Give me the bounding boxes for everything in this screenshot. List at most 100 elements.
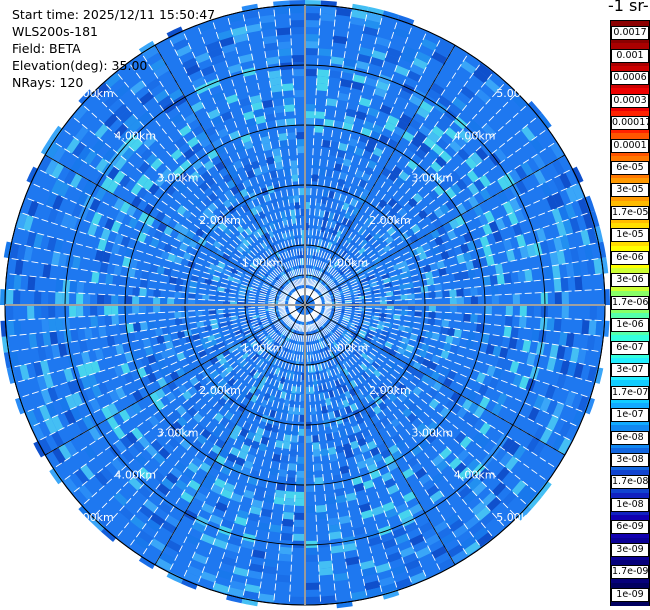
data-cell <box>171 338 181 348</box>
ray-gap <box>305 5 322 296</box>
data-cell <box>273 6 290 15</box>
data-cell <box>258 128 269 138</box>
data-cell <box>221 361 231 370</box>
data-cell <box>167 297 175 305</box>
data-cell <box>332 474 343 483</box>
data-cell <box>436 225 447 236</box>
data-cell <box>243 140 254 150</box>
data-cell <box>558 420 572 438</box>
data-cell <box>446 369 457 381</box>
data-cell <box>551 434 566 451</box>
ray-gap <box>305 6 337 296</box>
data-cell <box>330 56 345 65</box>
data-cell <box>356 365 365 375</box>
data-cell <box>119 201 131 214</box>
data-cell <box>217 203 227 213</box>
data-cell <box>188 286 197 294</box>
data-cell <box>384 507 399 519</box>
data-cell <box>115 343 125 356</box>
data-cell <box>305 554 319 562</box>
data-cell <box>122 342 132 354</box>
data-cell <box>227 587 245 598</box>
colorbar-tick-label: 3e-06 <box>611 273 649 288</box>
data-cell <box>478 256 488 268</box>
ray-gap <box>314 288 605 305</box>
data-cell <box>492 367 503 380</box>
data-cell <box>209 309 217 315</box>
data-cell <box>218 378 228 388</box>
data-cell <box>383 121 397 133</box>
ray-gap <box>182 30 302 297</box>
data-cell <box>321 340 327 348</box>
data-cell <box>174 136 187 149</box>
data-cell <box>195 130 208 143</box>
data-cell <box>201 232 211 242</box>
data-cell <box>291 55 305 63</box>
data-cell <box>320 595 337 604</box>
data-cell <box>78 339 88 353</box>
data-cell <box>265 294 274 299</box>
data-cell <box>141 270 150 281</box>
data-cell <box>450 391 461 403</box>
data-cell <box>33 361 44 377</box>
data-cell <box>174 318 183 326</box>
data-cell <box>323 331 329 339</box>
data-cell <box>509 197 521 212</box>
data-cell <box>280 532 293 541</box>
data-cell <box>512 293 520 305</box>
data-cell <box>319 261 325 269</box>
data-cell <box>417 209 428 220</box>
data-cell <box>511 93 528 110</box>
data-cell <box>276 287 284 292</box>
data-cell <box>138 466 152 481</box>
data-cell <box>367 274 375 281</box>
data-cell <box>289 449 298 457</box>
data-cell <box>405 321 414 328</box>
data-cell <box>337 298 345 302</box>
data-cell <box>380 448 392 460</box>
data-cell <box>386 291 394 297</box>
data-cell <box>448 140 462 153</box>
data-cell <box>200 571 217 583</box>
data-cell <box>87 222 98 237</box>
data-cell <box>13 319 22 336</box>
ray-gap <box>226 314 303 595</box>
data-cell <box>539 428 553 444</box>
data-cell <box>576 348 587 365</box>
data-cell <box>433 347 443 357</box>
data-cell <box>178 124 192 137</box>
data-cell <box>382 244 392 253</box>
data-cell <box>386 551 403 563</box>
data-cell <box>217 525 233 537</box>
data-cell <box>274 367 281 375</box>
data-cell <box>220 465 232 476</box>
data-cell <box>71 203 83 218</box>
data-cell <box>311 174 319 182</box>
data-cell <box>325 433 334 442</box>
data-cell <box>182 57 198 70</box>
data-cell <box>372 123 384 135</box>
data-cell <box>278 284 285 290</box>
data-cell <box>322 323 329 330</box>
data-cell <box>241 326 250 333</box>
data-cell <box>127 332 136 343</box>
data-cell <box>433 520 449 534</box>
data-cell <box>342 360 350 368</box>
data-cell <box>182 323 191 331</box>
data-cell <box>125 204 137 217</box>
data-cell <box>279 330 286 338</box>
data-cell <box>46 142 61 159</box>
data-cell <box>388 444 400 455</box>
data-cell <box>448 518 465 533</box>
data-cell <box>157 222 168 233</box>
data-cell <box>216 569 233 581</box>
data-cell <box>337 277 345 284</box>
data-cell <box>249 469 261 479</box>
ray-gap <box>242 11 304 296</box>
data-cell <box>439 150 453 163</box>
data-cell <box>253 492 265 502</box>
colorbar-tick-label: 1e-09 <box>611 587 649 602</box>
ray-gap <box>313 309 573 442</box>
data-cell <box>64 440 78 457</box>
data-cell <box>309 386 315 394</box>
